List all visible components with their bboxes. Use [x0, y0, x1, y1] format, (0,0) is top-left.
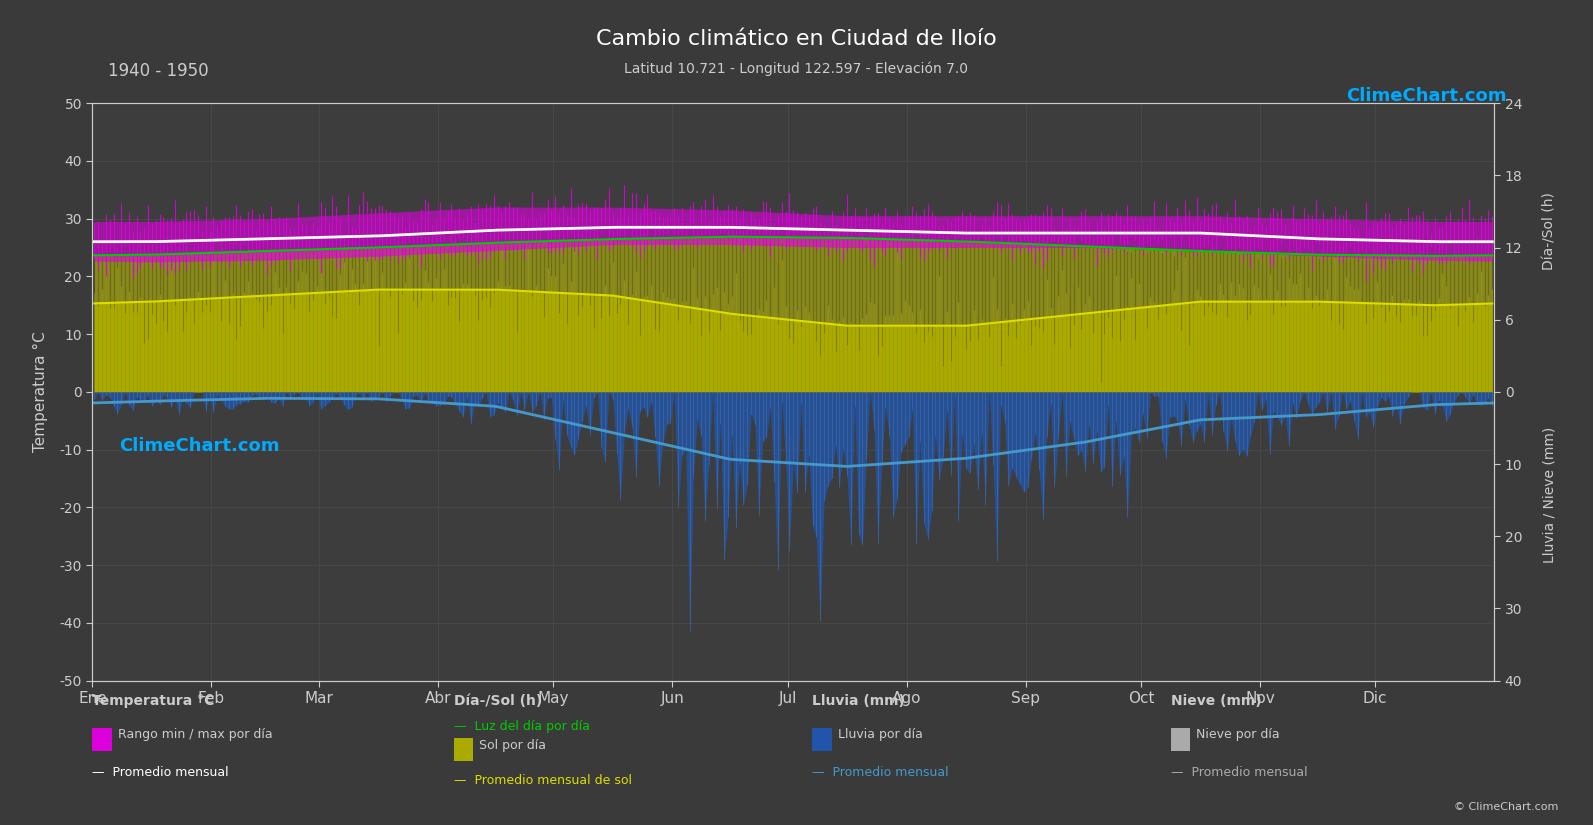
Y-axis label: Temperatura °C: Temperatura °C — [33, 332, 48, 452]
Text: Día-/Sol (h): Día-/Sol (h) — [1544, 192, 1556, 270]
Text: Lluvia (mm): Lluvia (mm) — [812, 695, 905, 709]
Text: Día-/Sol (h): Día-/Sol (h) — [454, 695, 542, 709]
Text: Latitud 10.721 - Longitud 122.597 - Elevación 7.0: Latitud 10.721 - Longitud 122.597 - Elev… — [624, 62, 969, 77]
Text: © ClimeChart.com: © ClimeChart.com — [1453, 802, 1558, 812]
Text: ClimeChart.com: ClimeChart.com — [119, 437, 280, 455]
Text: Sol por día: Sol por día — [479, 739, 546, 752]
Text: Cambio climático en Ciudad de Iloío: Cambio climático en Ciudad de Iloío — [596, 29, 997, 49]
Text: Lluvia / Nieve (mm): Lluvia / Nieve (mm) — [1544, 427, 1556, 563]
Text: ClimeChart.com: ClimeChart.com — [1346, 87, 1507, 105]
Text: 1940 - 1950: 1940 - 1950 — [108, 62, 209, 80]
Text: —  Promedio mensual de sol: — Promedio mensual de sol — [454, 774, 632, 787]
Text: —  Promedio mensual: — Promedio mensual — [92, 766, 229, 779]
Text: —  Luz del día por día: — Luz del día por día — [454, 720, 589, 733]
Text: Temperatura °C: Temperatura °C — [92, 695, 215, 709]
Text: Lluvia por día: Lluvia por día — [838, 728, 922, 742]
Text: Rango min / max por día: Rango min / max por día — [118, 728, 272, 742]
Text: Nieve por día: Nieve por día — [1196, 728, 1279, 742]
Text: —  Promedio mensual: — Promedio mensual — [812, 766, 949, 779]
Text: Nieve (mm): Nieve (mm) — [1171, 695, 1262, 709]
Text: —  Promedio mensual: — Promedio mensual — [1171, 766, 1308, 779]
